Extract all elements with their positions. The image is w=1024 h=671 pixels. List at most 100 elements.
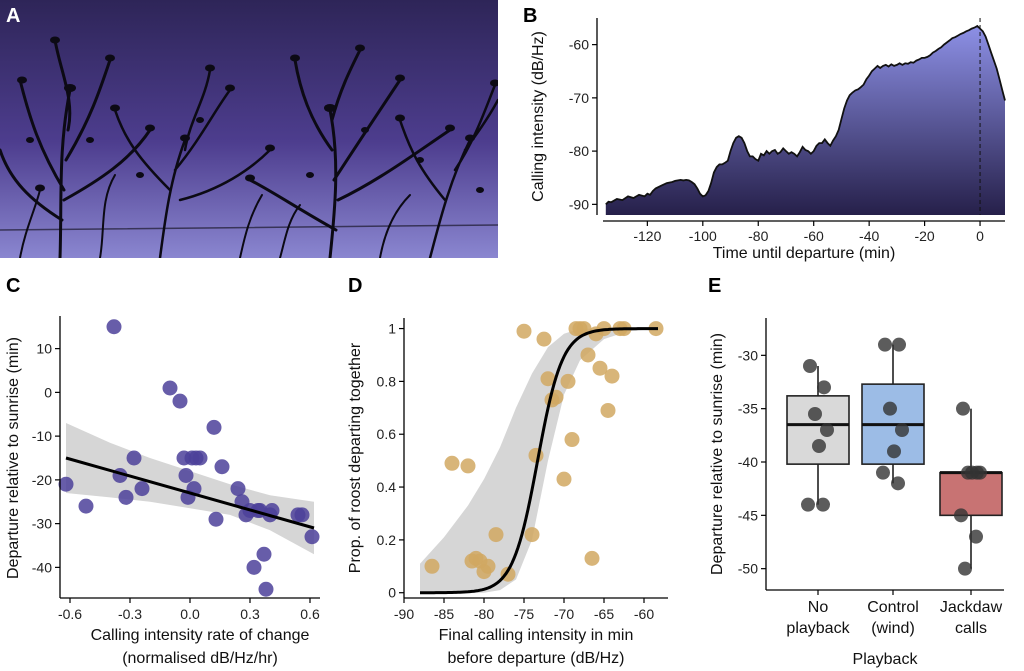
panel-c-axes: -0.6 -0.3 0.0 0.3 0.6 10 0 -10 -20 -30 -40 (32, 316, 320, 622)
data-point (580, 347, 596, 363)
panel-d-y-tick-label: 0.6 (377, 426, 397, 442)
box-iqr (786, 395, 850, 465)
data-point (969, 529, 983, 544)
panel-e-category-label: Jackdaw (940, 599, 1003, 616)
logistic-fit-curve (420, 327, 658, 595)
data-point (118, 489, 134, 505)
panel-d-x-tick-label: -85 (434, 606, 454, 622)
panel-e-points (801, 337, 987, 576)
panel-c-y-tick-label: -20 (32, 472, 52, 488)
panel-b-x-tick-label: -80 (748, 228, 768, 244)
panel-e-x-axis-title: Playback (853, 651, 919, 668)
panel-label-d: D (348, 275, 362, 297)
bird-silhouettes (17, 36, 498, 193)
data-point (230, 481, 246, 497)
panel-e-category-sublabel: calls (955, 620, 987, 637)
data-point (424, 558, 440, 574)
panel-c-x-tick-label: 0.3 (240, 606, 260, 622)
panel-c-x-tick-label: -0.3 (118, 606, 142, 622)
panel-e-category-sublabel: playback (786, 620, 850, 637)
panel-d-axes: -90 -85 -80 -75 -70 -65 -60 0 0.2 0.4 0.6 0.8 1 (377, 318, 668, 622)
panel-c-x-axis-subtitle: (normalised dB/Hz/hr) (122, 650, 278, 667)
data-point (256, 546, 272, 562)
panel-e-category-label: No (808, 599, 829, 616)
panel-c-y-tick-label: 0 (44, 384, 52, 400)
panel-b-x-tick-label: -120 (633, 228, 661, 244)
data-point (556, 471, 572, 487)
data-point (304, 529, 320, 545)
panel-b-x-tick-label: -40 (859, 228, 879, 244)
data-point (246, 559, 262, 575)
data-point (294, 507, 310, 523)
data-point (956, 401, 970, 416)
data-point (883, 401, 897, 416)
panel-d-y-tick-label: 0.8 (377, 373, 397, 389)
panel-e-chart: E -30 -35 -40 -45 -50 No playback Control (wind)… (708, 275, 1004, 668)
panel-b-y-axis-title: Calling intensity (dB/Hz) (530, 31, 547, 202)
panel-label-a: A (6, 5, 20, 27)
panel-c-y-tick-label: -10 (32, 428, 52, 444)
tree-silhouettes (0, 38, 498, 258)
data-point (58, 476, 74, 492)
panel-b-y-tick-label: -60 (569, 37, 589, 53)
panel-e-y-tick-label: -50 (738, 561, 758, 577)
panel-d-y-tick-label: 0 (388, 585, 396, 601)
panel-b-y-tick-label: -70 (569, 90, 589, 106)
panel-d-x-tick-label: -65 (594, 606, 614, 622)
data-point (560, 373, 576, 389)
data-point (887, 444, 901, 459)
data-point (808, 407, 822, 421)
data-point (878, 337, 892, 352)
data-point (258, 581, 274, 597)
panel-label-c: C (6, 275, 20, 297)
data-point (592, 360, 608, 376)
data-point (162, 380, 178, 396)
panel-c-x-axis-title: Calling intensity rate of change (91, 627, 310, 644)
panel-e-axes: -30 -35 -40 -45 -50 No playback Control (wind) Ja… (738, 318, 1004, 637)
panel-d-chart: D -90 -85 -80 -75 -70 -65 -60 0 0.2 0.4 0.6 0.8 1 Fi… (347, 275, 668, 667)
panel-d-y-tick-label: 0.2 (377, 532, 397, 548)
data-point (78, 498, 94, 514)
panel-b-y-tick-label: -90 (569, 196, 589, 212)
panel-b-axes: -120 -100 -80 -60 -40 -20 0 -90 -80 -70 -60 (569, 18, 1005, 244)
panel-c-y-tick-label: -30 (32, 516, 52, 532)
data-point (208, 511, 224, 527)
panel-c-x-tick-label: 0.0 (180, 606, 200, 622)
panel-d-y-tick-label: 0.4 (377, 479, 397, 495)
sky-background (0, 0, 498, 258)
panel-e-category-sublabel: (wind) (871, 620, 915, 637)
panel-e-y-tick-label: -30 (738, 347, 758, 363)
panel-b-chart: B -120 -100 -80 -60 -40 -20 0 -90 -80 -70 -60 Time… (523, 5, 1006, 262)
data-point (803, 359, 817, 373)
panel-e-category-label: Control (867, 599, 919, 616)
panel-d-x-tick-label: -75 (514, 606, 534, 622)
data-point (965, 465, 979, 480)
panel-d-y-axis-title: Prop. of roost departing together (347, 342, 364, 573)
panel-d-x-tick-label: -70 (554, 606, 574, 622)
data-point (214, 459, 230, 475)
panel-a-photo (0, 0, 498, 258)
panel-e-y-axis-title: Departure relative to sunrise (min) (709, 333, 726, 575)
data-point (480, 558, 496, 574)
panel-c-x-tick-label: -0.6 (58, 606, 82, 622)
data-point (460, 458, 476, 474)
data-point (192, 450, 208, 466)
panel-d-x-axis-title: Final calling intensity in min (439, 627, 634, 644)
data-point (172, 393, 188, 409)
data-point (178, 468, 194, 483)
panel-b-y-tick-label: -80 (569, 143, 589, 159)
data-point (954, 508, 968, 523)
panel-c-chart: C -0.6 -0.3 0.0 0.3 0.6 10 0 -10 -20 -30 -40 Calli… (5, 275, 320, 667)
calling-intensity-line (605, 24, 1006, 206)
panel-c-y-axis-title: Departure relative to sunrise (min) (5, 337, 22, 579)
panel-d-points (424, 321, 664, 582)
data-point (126, 450, 142, 466)
data-point (600, 402, 616, 418)
panel-c-y-tick-label: -40 (32, 559, 52, 575)
panel-b-x-tick-label: -100 (689, 228, 717, 244)
regression-line (65, 456, 315, 530)
data-point (540, 371, 556, 387)
panel-label-e: E (708, 275, 721, 297)
data-point (958, 561, 972, 576)
